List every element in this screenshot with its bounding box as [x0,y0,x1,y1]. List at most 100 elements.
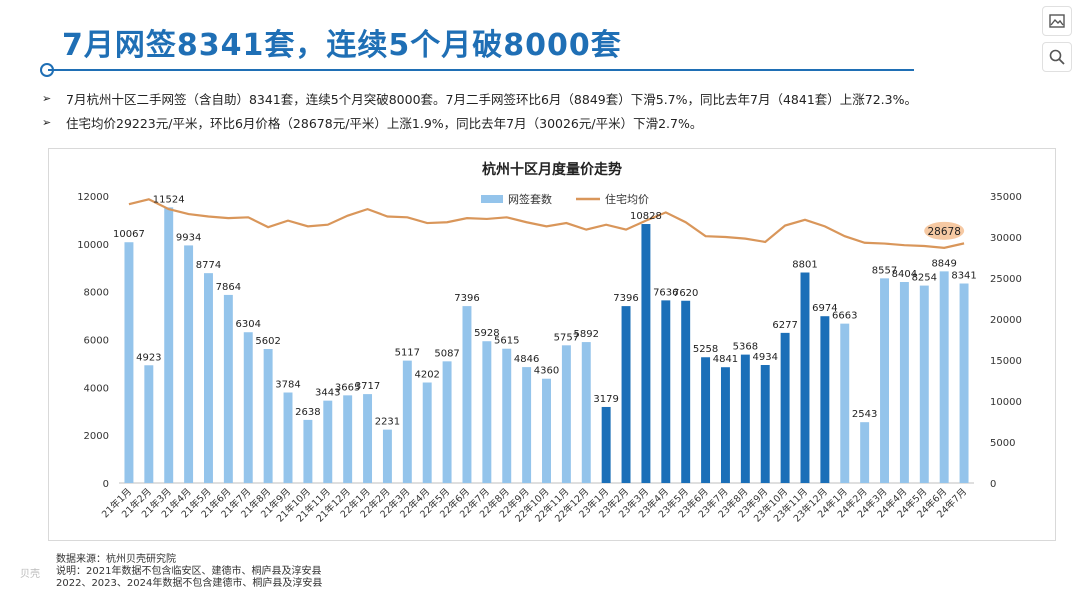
bar [243,332,253,483]
bar-value-label: 4360 [534,366,559,377]
bar [402,360,412,483]
bar-value-label: 6304 [236,319,261,330]
chart-container: 杭州十区月度量价走势 网签套数 住宅均价 0 2000 4000 6000 8000 10… [48,148,1056,541]
bar [621,306,631,483]
bar [124,242,134,483]
bar-value-label: 6974 [812,303,837,314]
bar-value-label: 5615 [494,336,519,347]
legend-label-bars: 网签套数 [508,192,552,206]
bar [522,367,532,483]
bar-value-label: 6277 [772,320,797,331]
bar-value-label: 5368 [733,342,758,353]
title-rule [48,69,914,71]
search-tool-button[interactable] [1042,42,1072,72]
bar-value-label: 5602 [255,336,280,347]
bar-value-label: 3443 [315,388,340,399]
bar-value-label: 3665 [335,382,360,393]
bar [840,323,850,483]
footer-note: 2022、2023、2024年数据不包含建德市、桐庐县及淳安县 [56,578,323,589]
bar-value-label: 5928 [474,328,499,339]
bar [164,207,174,483]
bar [303,419,313,483]
bar-value-label: 5087 [434,348,459,359]
bar [283,392,293,483]
bar-value-label: 4923 [136,352,161,363]
page-title: 7月网签8341套，连续5个月破8000套 [62,28,622,63]
bar-value-label: 5117 [395,348,420,359]
watermark: 贝壳 [20,569,40,580]
bar [204,273,213,483]
bullet-arrow-icon: ➢ [42,115,52,129]
bar-value-label: 8801 [792,260,817,271]
bar [959,283,969,483]
footer-source: 数据来源：杭州贝壳研究院 [56,554,176,565]
y-left-tick-label: 8000 [84,288,109,299]
bar-value-label: 8404 [892,269,917,280]
bullet-arrow-icon: ➢ [42,91,52,105]
bar [542,378,551,483]
bar [780,332,790,483]
bar [462,306,472,483]
bar [561,345,571,483]
y-left-tick-label: 4000 [84,383,109,394]
search-icon [1049,49,1065,65]
bar-value-label: 2231 [375,417,400,428]
bar [641,224,651,483]
bar-value-label: 8557 [872,265,897,276]
bar-value-label: 6663 [832,311,857,322]
bar [323,400,333,483]
y-left-tick-label: 2000 [84,431,109,442]
image-tool-button[interactable] [1042,6,1072,36]
bullet-text: 住宅均价29223元/平米，环比6月价格（28678元/平米）上涨1.9%，同比… [66,115,703,131]
bar-value-label: 10828 [630,211,662,222]
y-right-tick-label: 0 [990,479,996,490]
bar-value-label: 9934 [176,232,201,243]
y-right-tick-label: 25000 [990,274,1022,285]
bar-value-label: 3717 [355,381,380,392]
bar [422,382,432,483]
bar-value-label: 10067 [113,229,145,240]
bar [720,367,730,483]
footer-note: 说明：2021年数据不包含临安区、建德市、桐庐县及淳安县 [56,566,322,577]
bar-value-label: 4846 [514,354,539,365]
bar-value-label: 7864 [216,282,241,293]
price-highlight-label: 28678 [927,226,960,238]
y-left-tick-label: 0 [103,479,109,490]
bar [442,361,452,483]
bar [800,272,810,483]
bar [363,394,373,483]
y-right-tick-label: 10000 [990,397,1022,408]
footer-notes: 数据来源：杭州贝壳研究院 说明：2021年数据不包含临安区、建德市、桐庐县及淳安… [56,554,322,590]
bar-value-label: 2638 [295,407,320,418]
price-highlight [924,221,965,240]
bar [223,294,233,483]
bar [820,316,830,483]
summary-bullet: ➢ 7月杭州十区二手网签（含自助）8341套，连续5个月突破8000套。7月二手… [42,86,917,110]
y-left-tick-label: 10000 [77,240,109,251]
bullet-text: 7月杭州十区二手网签（含自助）8341套，连续5个月突破8000套。7月二手网签… [66,91,917,107]
bar [899,282,909,483]
bar-value-label: 8341 [951,271,976,282]
y-right-tick-label: 15000 [990,356,1022,367]
bar [661,300,671,483]
legend-label-line: 住宅均价 [605,192,649,206]
bar [502,348,512,483]
bar-value-label: 8254 [912,273,937,284]
bar [939,271,949,483]
chart-legend: 网签套数 住宅均价 [481,192,649,206]
bar [482,341,492,483]
bar [601,406,611,483]
bar [701,357,711,483]
bar-value-label: 3179 [593,394,618,405]
bar [760,364,770,483]
y-right-tick-label: 30000 [990,233,1022,244]
bar-value-label: 8849 [931,258,956,269]
bar-value-label: 4934 [752,352,777,363]
bar-value-label: 7636 [653,287,678,298]
bar [740,354,750,483]
price-line [128,198,965,249]
summary-bullets: ➢ 7月杭州十区二手网签（含自助）8341套，连续5个月突破8000套。7月二手… [42,86,917,134]
bar-value-label: 2543 [852,409,877,420]
y-left-tick-label: 6000 [84,336,109,347]
y-right-tick-label: 20000 [990,315,1022,326]
